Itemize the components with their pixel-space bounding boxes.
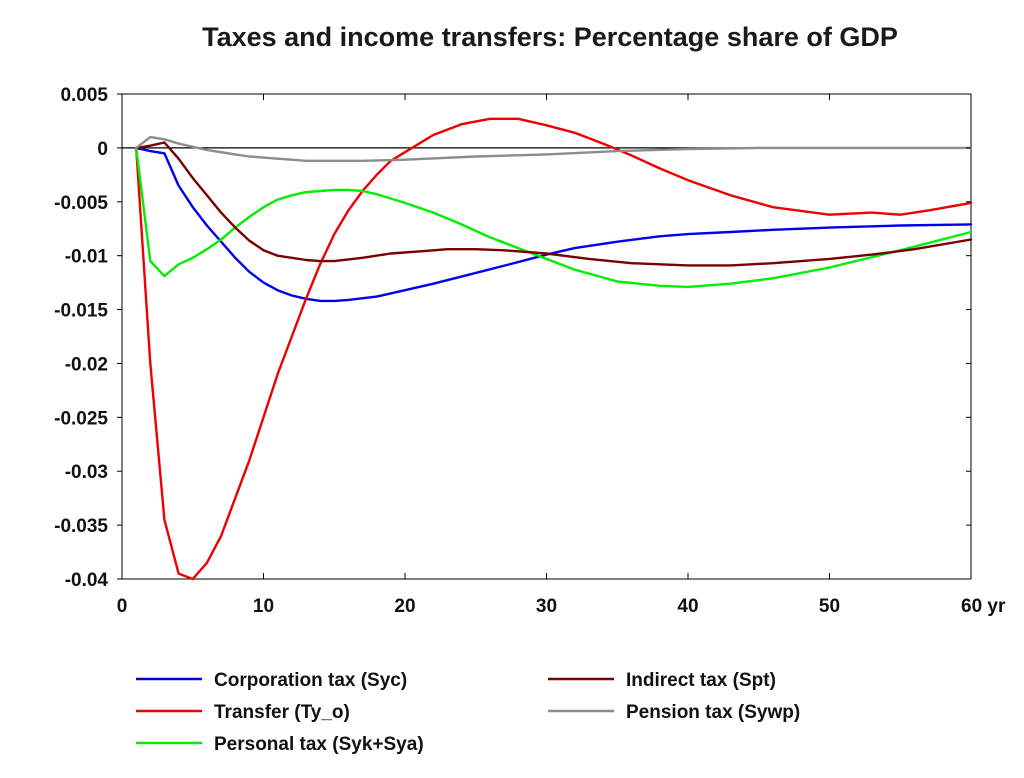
y-axis: 0.005 0 -0.005 -0.01 -0.015 -0.02 -0.025 -0.03 -…: [54, 85, 971, 591]
x-tick-label: 40: [677, 596, 698, 617]
plot-border: [121, 93, 972, 580]
y-tick-label: -0.03: [65, 462, 108, 483]
y-tick-label: -0.015: [54, 301, 108, 322]
chart-title: Taxes and income transfers: Percentage s…: [202, 22, 898, 52]
series-line-personal-tax-syk-sya: [134, 146, 973, 289]
legend-label: Pension tax (Sywp): [626, 702, 800, 723]
y-tick-label: -0.035: [54, 516, 108, 537]
x-tick-label: 50: [819, 596, 840, 617]
x-axis: 0 10 20 30 40 50 60 yr: [117, 94, 1006, 617]
legend-label: Corporation tax (Syc): [214, 670, 407, 691]
x-tick-label: 30: [536, 596, 557, 617]
y-tick-label: -0.02: [65, 354, 108, 375]
legend: Corporation tax (Syc) Transfer (Ty_o) Pers…: [136, 670, 800, 755]
series-line-pension-tax-sywp: [134, 135, 973, 163]
y-tick-label: -0.01: [65, 247, 109, 268]
legend-label: Indirect tax (Spt): [626, 670, 776, 691]
series-line-indirect-tax-spt: [134, 141, 973, 267]
y-tick-label: 0: [97, 139, 108, 160]
y-tick-label: -0.005: [54, 193, 108, 214]
y-tick-label: 0.005: [60, 85, 108, 106]
series-layer: [134, 117, 973, 581]
legend-label: Personal tax (Syk+Sya): [214, 734, 424, 755]
x-tick-label: 20: [394, 596, 415, 617]
x-tick-label: 10: [253, 596, 274, 617]
series-line-corporation-tax-syc: [134, 146, 973, 303]
x-tick-label: 0: [117, 596, 128, 617]
y-tick-label: -0.04: [65, 570, 109, 591]
legend-label: Transfer (Ty_o): [214, 702, 350, 723]
y-tick-label: -0.025: [54, 408, 108, 429]
plot-frame: [121, 93, 972, 580]
series-line-transfer-ty-o: [134, 117, 973, 581]
x-tick-label: 60 yr: [961, 596, 1006, 617]
